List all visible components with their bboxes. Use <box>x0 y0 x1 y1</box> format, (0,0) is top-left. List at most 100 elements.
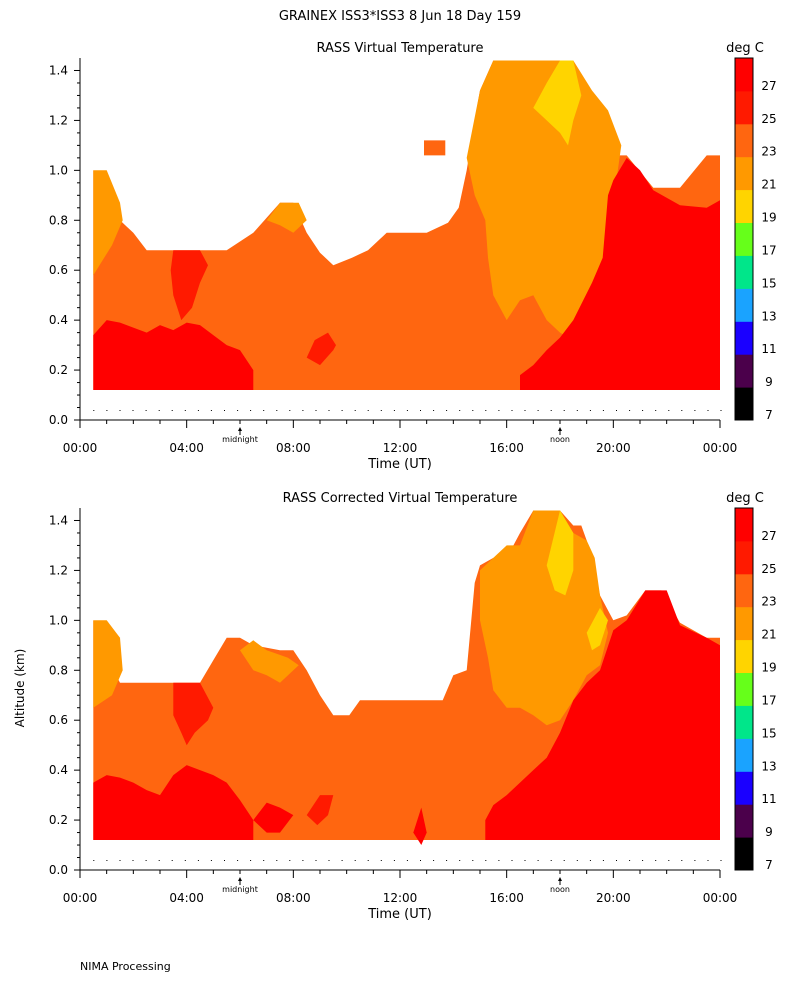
marker-arrowhead-midnight <box>238 877 242 881</box>
colorbar-swatch-23 <box>735 123 753 158</box>
colorbar-label: 9 <box>765 375 773 389</box>
colorbar-swatch-17 <box>735 672 753 706</box>
colorbar-label: 25 <box>761 562 776 576</box>
colorbar-label: 19 <box>761 211 776 225</box>
colorbar-unit: deg C <box>726 41 764 56</box>
sample-dot <box>354 860 356 861</box>
y-tick-label: 0.8 <box>49 213 68 227</box>
colorbar-label: 7 <box>765 408 773 422</box>
contour-region-25 <box>170 250 208 321</box>
sample-dot <box>655 860 657 861</box>
y-tick-label: 1.4 <box>49 513 68 527</box>
sample-dot <box>250 860 252 861</box>
sample-dot <box>237 860 239 861</box>
colorbar-label: 11 <box>761 342 776 356</box>
contour-region-21 <box>266 202 307 233</box>
sample-dot <box>707 860 709 861</box>
footer-text: NIMA Processing <box>80 960 171 973</box>
sample-dot <box>720 860 722 861</box>
sample-dot <box>302 860 304 861</box>
colorbar-label: 17 <box>761 694 776 708</box>
sample-dot <box>328 410 330 411</box>
contour-region-27 <box>520 157 720 390</box>
sample-dot <box>563 860 565 861</box>
colorbar-swatch-11 <box>735 321 753 355</box>
colorbar-swatch-13 <box>735 288 753 322</box>
sample-dot <box>367 860 369 861</box>
sample-dot <box>93 860 95 861</box>
sample-dot <box>367 410 369 411</box>
chart-panel-1: RASS Virtual Temperature 0.0 0.2 0.4 0.6 0.8 1… <box>49 41 777 472</box>
y-tick-label: 0.8 <box>49 663 68 677</box>
colorbar-swatch-25 <box>735 90 753 125</box>
sample-dot <box>158 860 160 861</box>
contour-region-19 <box>546 510 574 596</box>
sample-dot <box>380 860 382 861</box>
y-tick-label: 1.2 <box>49 563 68 577</box>
colorbar-swatch-15 <box>735 705 753 739</box>
y-tick-label: 0.2 <box>49 363 68 377</box>
sample-dot <box>210 410 212 411</box>
sample-dot <box>720 410 722 411</box>
sample-dot <box>459 410 461 411</box>
sample-dot <box>106 860 108 861</box>
sample-dot <box>289 860 291 861</box>
sample-dot <box>550 860 552 861</box>
sample-dot <box>119 410 121 411</box>
x-tick-label: 12:00 <box>383 891 418 905</box>
sample-dot <box>197 860 199 861</box>
sample-dot <box>393 410 395 411</box>
sample-dot <box>224 860 225 861</box>
sample-dot <box>537 860 539 861</box>
sample-dot <box>485 410 487 411</box>
colorbar-label: 7 <box>765 858 773 872</box>
contour-region-21 <box>93 170 123 276</box>
sample-dot <box>629 410 631 411</box>
sample-dot <box>498 860 500 861</box>
page-title: GRAINEX ISS3*ISS3 8 Jun 18 Day 159 <box>279 9 521 24</box>
contour-region-27 <box>485 590 720 840</box>
sample-dot <box>472 860 474 861</box>
y-tick-label: 0.0 <box>49 413 68 427</box>
sample-dot <box>446 860 448 861</box>
y-tick-label: 1.0 <box>49 163 68 177</box>
contour-region-21 <box>466 60 622 346</box>
colorbar-label: 27 <box>761 79 776 93</box>
sample-dot <box>602 860 604 861</box>
sample-dot <box>550 410 552 411</box>
sample-dot <box>563 410 565 411</box>
sample-dot <box>524 410 526 411</box>
contour-region-21 <box>240 640 299 683</box>
x-tick-label: 20:00 <box>596 441 631 455</box>
y-tick-label: 1.4 <box>49 63 68 77</box>
colorbar-swatch-19 <box>735 639 753 673</box>
sample-dot <box>276 860 278 861</box>
sample-dot <box>406 860 408 861</box>
sample-dot <box>707 410 709 411</box>
contour-region-27 <box>93 765 294 840</box>
x-tick-label: 08:00 <box>276 441 311 455</box>
colorbar-swatch-27 <box>735 58 753 92</box>
colorbar-swatch-25 <box>735 540 753 575</box>
marker-arrowhead-midnight <box>238 427 242 431</box>
x-tick-label: 04:00 <box>169 891 204 905</box>
colorbar-swatch-9 <box>735 804 753 838</box>
sample-dot <box>498 410 500 411</box>
colorbar-swatch-7 <box>735 387 753 421</box>
sample-dot <box>694 410 696 411</box>
sample-dot <box>511 410 513 411</box>
colorbar-label: 13 <box>761 309 776 323</box>
colorbar-label: 23 <box>761 595 776 609</box>
sample-dot <box>341 410 343 411</box>
colorbar-label: 11 <box>761 792 776 806</box>
sample-dot <box>276 410 278 411</box>
sample-dot <box>328 860 330 861</box>
sample-dot <box>263 860 265 861</box>
sample-dot <box>184 410 186 411</box>
colorbar-label: 25 <box>761 112 776 126</box>
colorbar-swatch-23 <box>735 573 753 608</box>
colorbar-swatch-13 <box>735 738 753 772</box>
y-tick-label: 0.6 <box>49 713 68 727</box>
sample-dot <box>106 410 108 411</box>
